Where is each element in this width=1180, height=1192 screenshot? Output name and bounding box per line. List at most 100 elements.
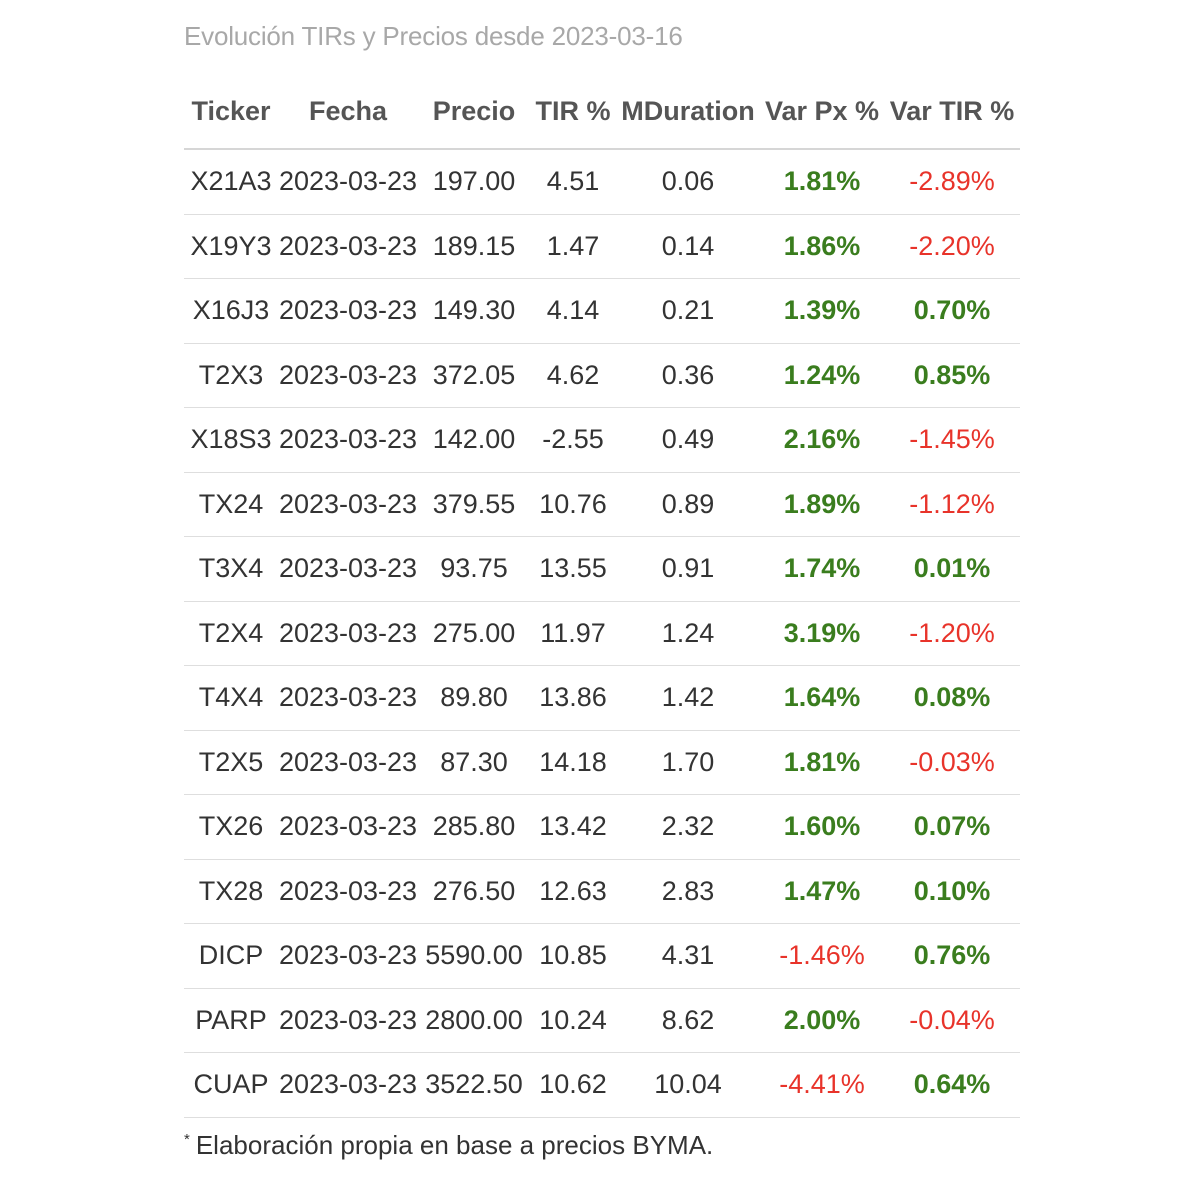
cell-mduration: 0.36	[616, 343, 760, 408]
cell-fecha: 2023-03-23	[278, 1052, 418, 1118]
table-row: X16J3 2023-03-23 149.30 4.14 0.21 1.39% 0.70%	[184, 278, 1020, 344]
cell-var-tir: -0.04%	[884, 988, 1020, 1053]
cell-precio: 87.30	[418, 730, 530, 795]
col-header-var-px: Var Px %	[760, 74, 884, 150]
cell-precio: 5590.00	[418, 923, 530, 989]
cell-precio: 149.30	[418, 278, 530, 344]
col-header-fecha: Fecha	[278, 74, 418, 150]
cell-precio: 379.55	[418, 472, 530, 537]
cell-tir: 4.51	[530, 149, 616, 215]
cell-mduration: 8.62	[616, 988, 760, 1053]
cell-fecha: 2023-03-23	[278, 859, 418, 924]
cell-fecha: 2023-03-23	[278, 988, 418, 1053]
cell-fecha: 2023-03-23	[278, 149, 418, 215]
cell-ticker: X16J3	[184, 278, 278, 344]
cell-tir: 13.42	[530, 794, 616, 860]
cell-var-px: 2.00%	[760, 988, 884, 1053]
cell-mduration: 0.91	[616, 536, 760, 602]
cell-ticker: PARP	[184, 988, 278, 1053]
table-row: T3X4 2023-03-23 93.75 13.55 0.91 1.74% 0.01%	[184, 536, 1020, 602]
cell-mduration: 0.21	[616, 278, 760, 344]
cell-ticker: X18S3	[184, 407, 278, 473]
table-row: TX24 2023-03-23 379.55 10.76 0.89 1.89% -1.12%	[184, 472, 1020, 537]
col-header-ticker: Ticker	[184, 74, 278, 150]
cell-precio: 197.00	[418, 149, 530, 215]
cell-precio: 189.15	[418, 214, 530, 279]
col-header-var-tir: Var TIR %	[884, 74, 1020, 150]
cell-var-tir: -1.20%	[884, 601, 1020, 666]
cell-mduration: 0.49	[616, 407, 760, 473]
cell-tir: -2.55	[530, 407, 616, 473]
cell-var-px: 1.86%	[760, 214, 884, 279]
cell-fecha: 2023-03-23	[278, 214, 418, 279]
cell-ticker: T2X5	[184, 730, 278, 795]
cell-precio: 89.80	[418, 665, 530, 731]
cell-var-px: -4.41%	[760, 1052, 884, 1118]
table-row: DICP 2023-03-23 5590.00 10.85 4.31 -1.46% 0.76…	[184, 923, 1020, 989]
cell-ticker: DICP	[184, 923, 278, 989]
col-header-mduration: MDuration	[616, 74, 760, 150]
cell-tir: 14.18	[530, 730, 616, 795]
table-caption: Evolución TIRs y Precios desde 2023-03-1…	[184, 21, 683, 51]
table-row: T2X4 2023-03-23 275.00 11.97 1.24 3.19% -1.20%	[184, 601, 1020, 666]
table-row: T2X5 2023-03-23 87.30 14.18 1.70 1.81% -0.03%	[184, 730, 1020, 795]
cell-tir: 12.63	[530, 859, 616, 924]
cell-var-tir: 0.76%	[884, 923, 1020, 989]
cell-var-px: 1.81%	[760, 149, 884, 215]
table-row: CUAP 2023-03-23 3522.50 10.62 10.04 -4.41% 0.6…	[184, 1052, 1020, 1118]
cell-mduration: 1.24	[616, 601, 760, 666]
table-row: X19Y3 2023-03-23 189.15 1.47 0.14 1.86% -2.20%	[184, 214, 1020, 279]
table-row: PARP 2023-03-23 2800.00 10.24 8.62 2.00% -0.04…	[184, 988, 1020, 1053]
cell-fecha: 2023-03-23	[278, 343, 418, 408]
cell-fecha: 2023-03-23	[278, 923, 418, 989]
table-row: X21A3 2023-03-23 197.00 4.51 0.06 1.81% -2.89%	[184, 149, 1020, 215]
cell-tir: 4.62	[530, 343, 616, 408]
cell-var-tir: 0.01%	[884, 536, 1020, 602]
cell-tir: 10.76	[530, 472, 616, 537]
footnote-text: Elaboración propia en base a precios BYM…	[195, 1129, 714, 1160]
cell-tir: 1.47	[530, 214, 616, 279]
cell-fecha: 2023-03-23	[278, 536, 418, 602]
cell-ticker: X21A3	[184, 149, 278, 215]
cell-var-px: 1.60%	[760, 794, 884, 860]
cell-mduration: 1.42	[616, 665, 760, 731]
cell-precio: 276.50	[418, 859, 530, 924]
cell-mduration: 0.89	[616, 472, 760, 537]
cell-ticker: T4X4	[184, 665, 278, 731]
cell-var-px: 1.39%	[760, 278, 884, 344]
cell-var-px: 1.81%	[760, 730, 884, 795]
cell-ticker: T3X4	[184, 536, 278, 602]
footnote: * Elaboración propia en base a precios BY…	[184, 1122, 1020, 1163]
table-body: X21A3 2023-03-23 197.00 4.51 0.06 1.81% -2.89%…	[184, 149, 1020, 1118]
cell-ticker: TX24	[184, 472, 278, 537]
footnote-mark: *	[184, 1130, 190, 1148]
cell-precio: 2800.00	[418, 988, 530, 1053]
cell-precio: 93.75	[418, 536, 530, 602]
table-row: X18S3 2023-03-23 142.00 -2.55 0.49 2.16% -1.45…	[184, 407, 1020, 473]
cell-fecha: 2023-03-23	[278, 601, 418, 666]
cell-precio: 285.80	[418, 794, 530, 860]
cell-var-px: 2.16%	[760, 407, 884, 473]
cell-mduration: 0.06	[616, 149, 760, 215]
cell-precio: 372.05	[418, 343, 530, 408]
cell-var-px: 1.89%	[760, 472, 884, 537]
cell-fecha: 2023-03-23	[278, 730, 418, 795]
cell-var-px: 1.74%	[760, 536, 884, 602]
table-container: Evolución TIRs y Precios desde 2023-03-1…	[184, 18, 1020, 1163]
cell-fecha: 2023-03-23	[278, 407, 418, 473]
cell-mduration: 2.83	[616, 859, 760, 924]
cell-fecha: 2023-03-23	[278, 278, 418, 344]
cell-var-tir: -1.12%	[884, 472, 1020, 537]
cell-precio: 142.00	[418, 407, 530, 473]
cell-var-px: 1.64%	[760, 665, 884, 731]
cell-ticker: T2X3	[184, 343, 278, 408]
cell-mduration: 2.32	[616, 794, 760, 860]
cell-var-px: -1.46%	[760, 923, 884, 989]
cell-tir: 13.86	[530, 665, 616, 731]
cell-ticker: CUAP	[184, 1052, 278, 1118]
cell-ticker: TX26	[184, 794, 278, 860]
cell-tir: 10.24	[530, 988, 616, 1053]
bond-table: Ticker Fecha Precio TIR % MDuration Var …	[184, 74, 1020, 1118]
cell-mduration: 0.14	[616, 214, 760, 279]
cell-mduration: 10.04	[616, 1052, 760, 1118]
